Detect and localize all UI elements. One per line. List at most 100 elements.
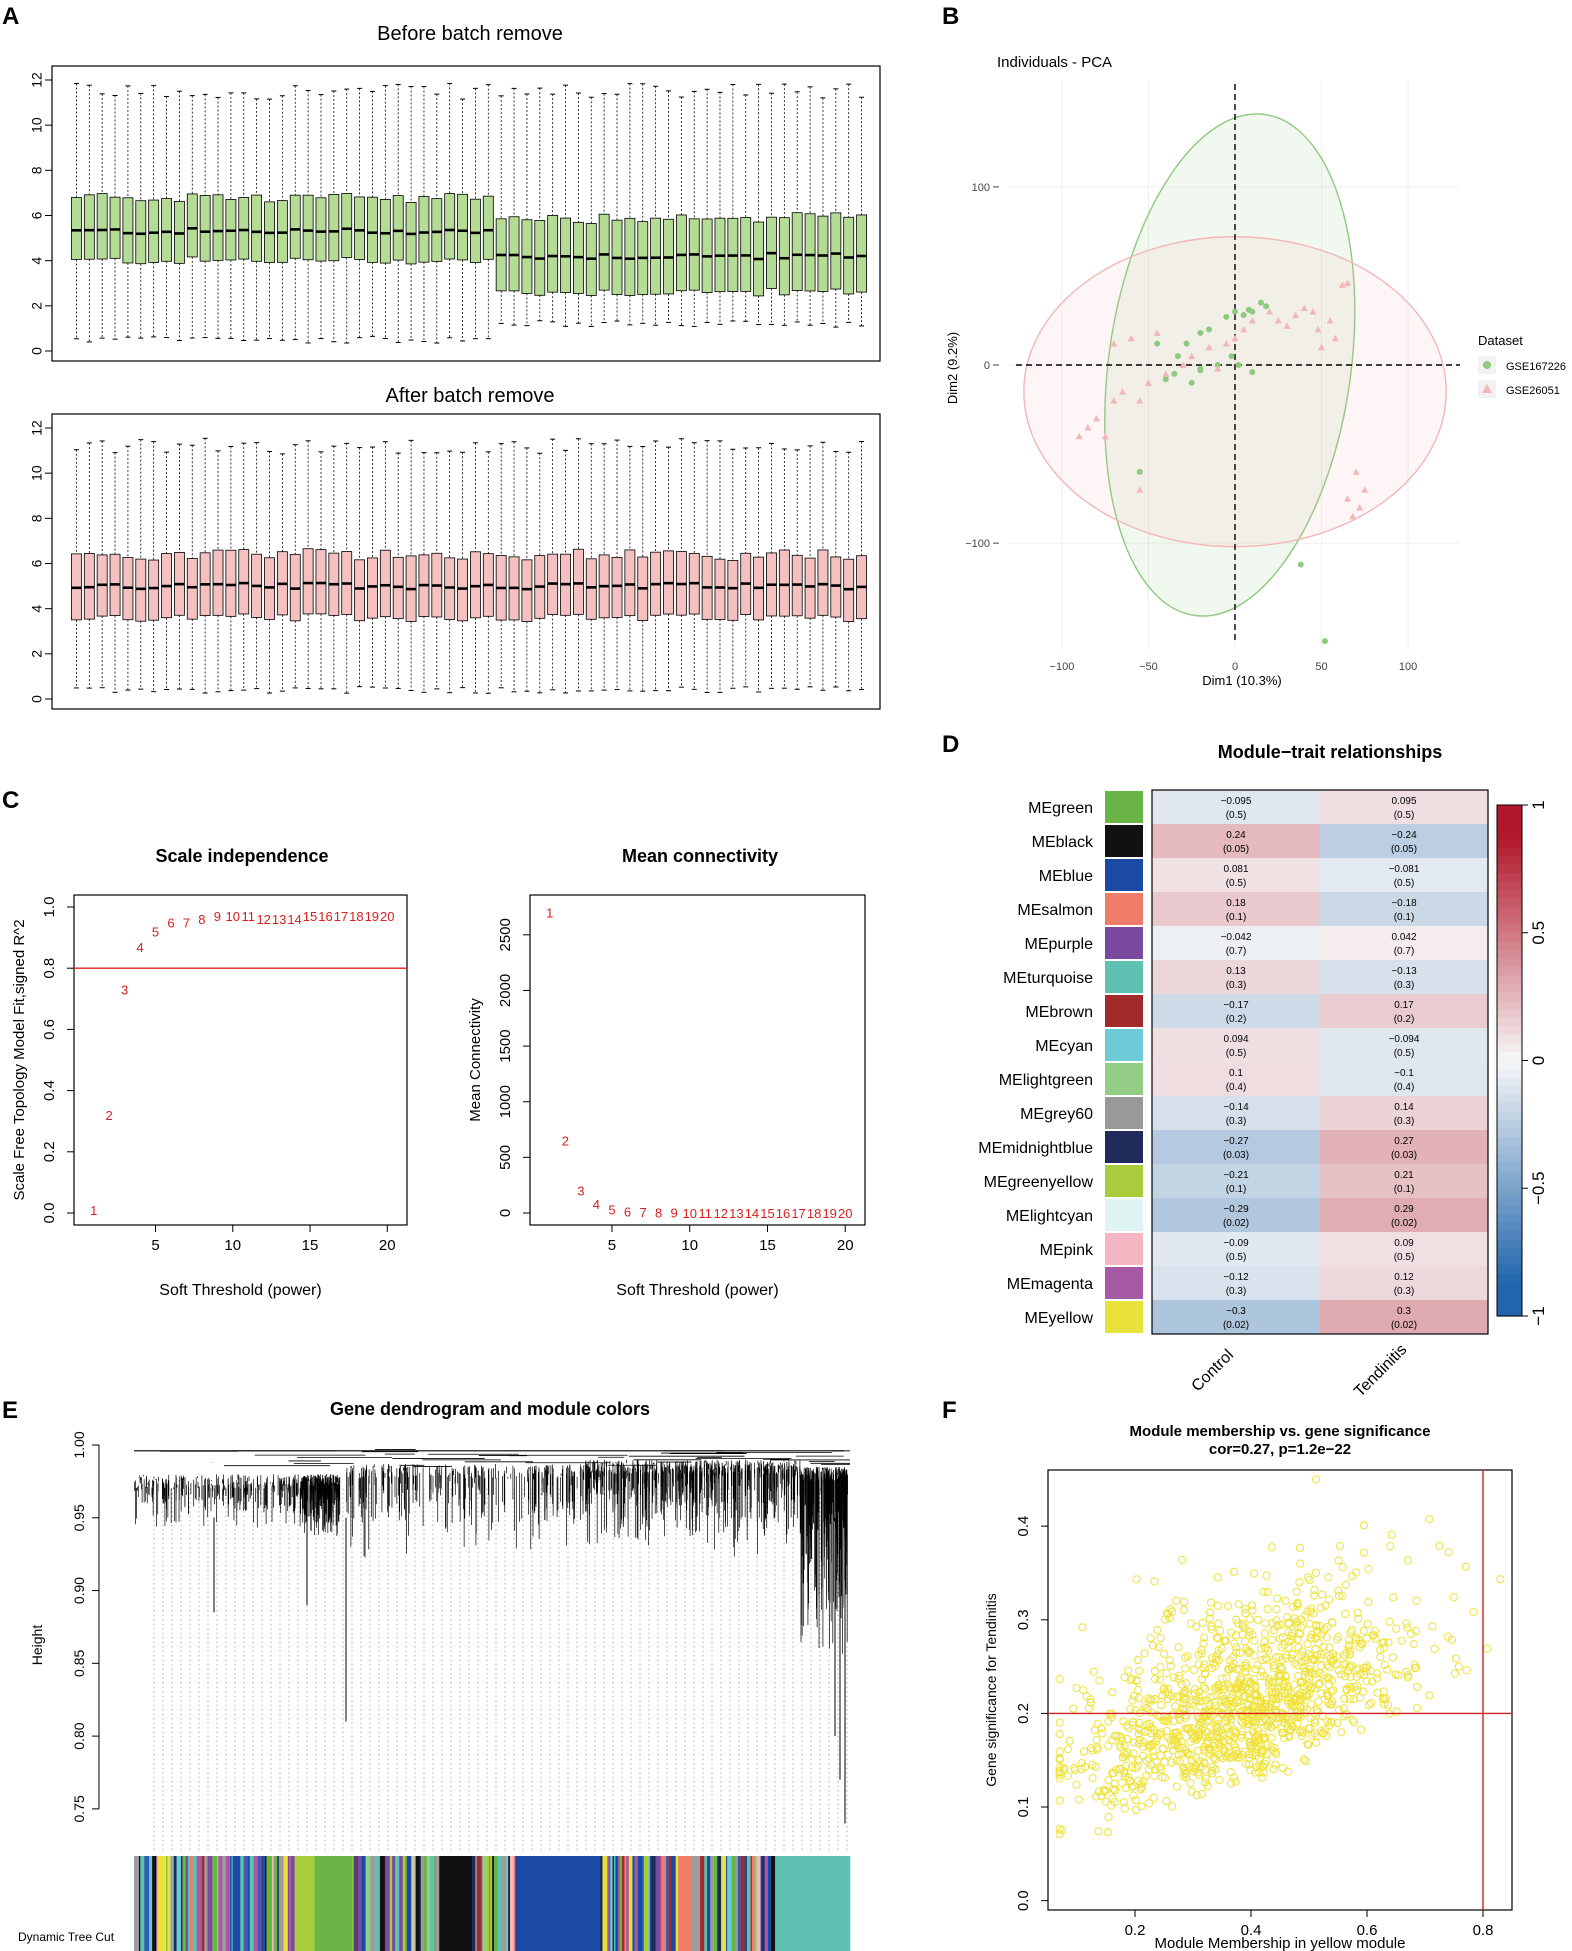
gene-point — [1324, 1573, 1333, 1582]
module-color-segment — [201, 1856, 205, 1951]
gene-point — [1205, 1732, 1214, 1741]
power-label: 8 — [198, 912, 205, 927]
colorbar-tick-label: 0.5 — [1529, 921, 1548, 945]
gene-point — [1253, 1660, 1262, 1669]
gene-point — [1251, 1768, 1260, 1777]
p-value: (0.2) — [1394, 1014, 1415, 1025]
gene-point — [1364, 1564, 1373, 1574]
gene-point — [1167, 1692, 1176, 1701]
gene-point — [1342, 1710, 1351, 1719]
gene-point — [1282, 1654, 1291, 1663]
correlation-value: 0.094 — [1223, 1034, 1248, 1045]
gene-point — [1199, 1682, 1208, 1691]
module-color-segment — [168, 1856, 171, 1951]
scatter-ylabel: Gene significance for Tendinitis — [983, 1593, 999, 1787]
heatmap-cell — [1152, 1164, 1320, 1198]
gene-point — [1297, 1647, 1307, 1656]
gene-point — [1251, 1665, 1260, 1674]
colorbar-segment — [1497, 1307, 1522, 1317]
module-name-label: MElightgreen — [999, 1072, 1093, 1089]
module-color-segment — [434, 1856, 437, 1951]
gene-point — [1237, 1733, 1246, 1742]
gene-point — [1214, 1681, 1223, 1690]
box — [96, 193, 108, 260]
power-label: 4 — [593, 1197, 600, 1212]
pca-point-circle — [1232, 308, 1238, 315]
module-color-segment — [613, 1856, 616, 1951]
p-value: (0.02) — [1391, 1320, 1417, 1331]
module-name-label: MEcyan — [1035, 1038, 1093, 1055]
pca-x-tick-label: 100 — [1399, 661, 1417, 673]
gene-point — [1084, 1704, 1094, 1713]
gene-point — [1160, 1683, 1169, 1693]
gene-point — [1344, 1642, 1353, 1652]
gene-point — [1166, 1661, 1175, 1670]
pca-point-triangle — [1214, 365, 1222, 372]
pca-point-circle — [1228, 353, 1235, 360]
gene-point — [1194, 1746, 1203, 1755]
gene-point — [1379, 1638, 1388, 1647]
pca-confidence-ellipse — [1023, 236, 1447, 548]
box — [547, 215, 559, 293]
power-label: 17 — [334, 909, 348, 924]
heatmap-cell — [1320, 1198, 1488, 1232]
module-color-segment — [646, 1856, 651, 1951]
module-color-segment — [744, 1856, 748, 1951]
pca-point-triangle — [1084, 423, 1092, 431]
gene-point — [1296, 1623, 1306, 1632]
gene-point — [1296, 1559, 1305, 1568]
colorbar-segment — [1497, 958, 1522, 968]
box — [778, 549, 790, 617]
module-color-segment — [277, 1856, 280, 1951]
gene-point — [1238, 1620, 1247, 1629]
module-color-segment — [176, 1856, 182, 1951]
heatmap-cell — [1320, 1266, 1488, 1300]
gene-point — [1262, 1716, 1271, 1725]
module-color-segment — [750, 1856, 753, 1951]
y-tick-label: 4 — [29, 605, 45, 613]
colorbar-segment — [1497, 1000, 1522, 1010]
module-color-segment — [643, 1856, 648, 1951]
module-color-segment — [681, 1856, 687, 1951]
heatmap-cell — [1152, 1198, 1320, 1232]
gene-point — [1280, 1688, 1289, 1698]
module-color-segment — [513, 1856, 516, 1951]
gene-point — [1287, 1707, 1296, 1717]
module-color-segment — [678, 1856, 683, 1951]
gene-point — [1386, 1542, 1395, 1551]
gene-point — [1088, 1746, 1097, 1755]
module-color-segment — [207, 1856, 213, 1951]
gene-point — [1357, 1640, 1366, 1649]
module-color-segment — [668, 1856, 672, 1951]
gene-point — [1207, 1663, 1216, 1673]
gene-point — [1246, 1738, 1255, 1747]
module-color-segment — [354, 1856, 357, 1951]
gene-point — [1264, 1677, 1274, 1686]
module-color-segment — [757, 1856, 761, 1951]
box — [418, 196, 430, 263]
gene-point — [1147, 1761, 1156, 1770]
gene-point — [1171, 1729, 1180, 1738]
gene-point — [1240, 1691, 1249, 1700]
pca-point-triangle — [1309, 308, 1317, 315]
colorbar-tick-label: −1 — [1529, 1306, 1548, 1325]
gene-point — [1314, 1638, 1323, 1648]
gene-point — [1327, 1676, 1337, 1685]
gene-point — [1208, 1762, 1217, 1772]
module-color-segment — [419, 1856, 422, 1951]
y-tick-label: 0 — [29, 695, 45, 703]
module-color-segment — [700, 1856, 705, 1951]
panel-label-c: C — [2, 787, 19, 814]
box — [367, 196, 378, 263]
correlation-value: 0.095 — [1391, 796, 1416, 807]
correlation-value: −0.042 — [1221, 932, 1252, 943]
box — [238, 197, 250, 260]
gene-point — [1261, 1619, 1270, 1628]
gene-point — [1072, 1683, 1081, 1693]
p-value: (0.05) — [1391, 844, 1417, 855]
box — [199, 195, 211, 262]
gene-point — [1221, 1636, 1230, 1645]
module-color-segment — [506, 1856, 509, 1951]
p-value: (0.5) — [1394, 1048, 1415, 1059]
